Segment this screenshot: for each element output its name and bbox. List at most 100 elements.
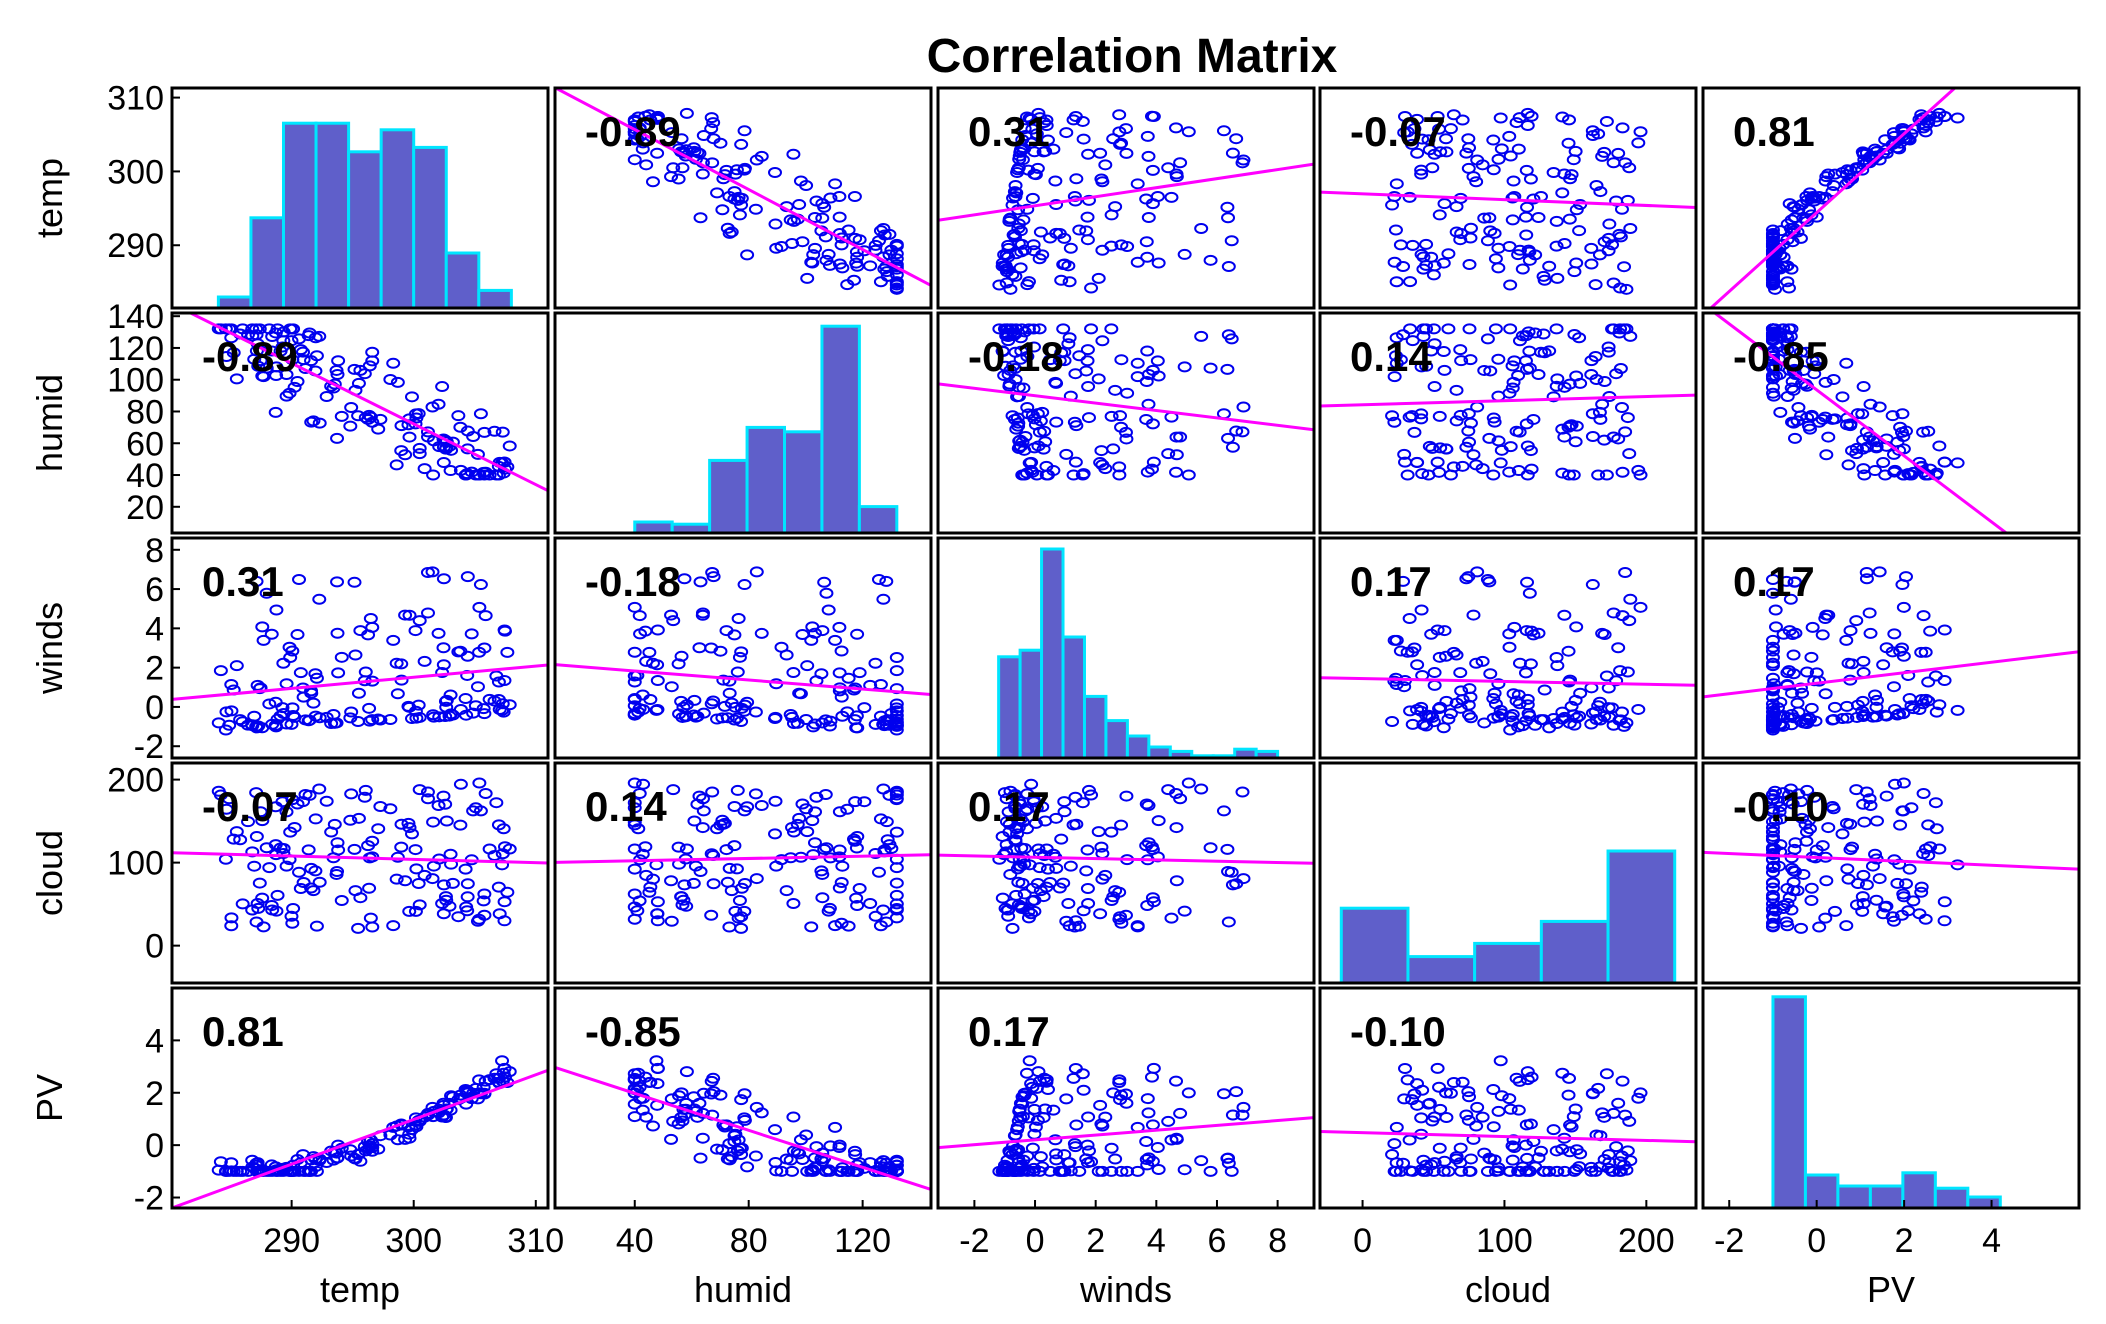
data-point: [460, 878, 475, 890]
hist-bar: [1254, 749, 1280, 758]
data-point: [1765, 719, 1780, 731]
data-point: [822, 720, 837, 732]
data-point: [1482, 432, 1497, 444]
data-point: [1076, 1084, 1091, 1096]
data-point: [1011, 1156, 1026, 1168]
data-point: [889, 698, 904, 710]
data-point: [358, 784, 373, 796]
data-point: [1106, 443, 1121, 455]
data-point: [710, 823, 725, 835]
data-point: [241, 816, 256, 828]
data-point: [627, 154, 642, 166]
data-point: [426, 711, 441, 723]
data-point: [1528, 327, 1543, 339]
data-point: [1588, 351, 1603, 363]
data-point: [502, 1066, 517, 1078]
data-point: [460, 891, 475, 903]
data-point: [389, 873, 404, 885]
data-point: [679, 843, 694, 855]
data-point: [365, 921, 380, 933]
hist-bar: [1406, 955, 1477, 983]
data-point: [1139, 1136, 1154, 1148]
data-point: [1601, 346, 1616, 358]
data-point: [1520, 693, 1535, 705]
data-point: [1020, 279, 1035, 291]
data-point: [1765, 706, 1780, 718]
data-point: [1865, 860, 1880, 872]
data-point: [268, 406, 283, 418]
data-point: [1439, 1087, 1454, 1099]
data-point: [1141, 1107, 1156, 1119]
data-point: [840, 803, 855, 815]
data-point: [1533, 1145, 1548, 1157]
y-tick-label: 4: [145, 1022, 164, 1060]
data-point: [495, 1055, 510, 1067]
data-point: [1385, 1149, 1400, 1161]
data-point: [1013, 146, 1028, 158]
data-point: [1611, 1097, 1626, 1109]
data-point: [639, 1111, 654, 1123]
data-point: [1012, 853, 1027, 865]
data-point: [276, 335, 291, 347]
data-point: [1862, 607, 1877, 619]
data-point: [768, 1156, 783, 1168]
x-tick-label: 2: [1895, 1222, 1914, 1260]
data-point: [492, 908, 507, 920]
x-tick-label: 2: [1086, 1222, 1105, 1260]
data-point: [706, 1086, 721, 1098]
data-point: [1462, 142, 1477, 154]
data-point: [1139, 1154, 1154, 1166]
data-point: [1161, 448, 1176, 460]
data-point: [458, 863, 473, 875]
data-point: [805, 815, 820, 827]
data-point: [411, 877, 426, 889]
data-point: [889, 826, 904, 838]
data-point: [828, 1121, 843, 1133]
data-point: [1425, 442, 1440, 454]
data-point: [1488, 253, 1503, 265]
hist-bar: [412, 145, 448, 308]
x-axis-label: temp: [320, 1269, 400, 1310]
data-point: [1022, 112, 1037, 124]
data-point: [1112, 109, 1127, 121]
data-point: [1032, 862, 1047, 874]
data-point: [822, 902, 837, 914]
data-point: [1028, 1121, 1043, 1133]
correlation-label: -0.18: [585, 558, 681, 605]
data-point: [823, 1140, 838, 1152]
data-point: [235, 716, 250, 728]
data-point: [1502, 1093, 1517, 1105]
data-point: [1597, 629, 1612, 641]
data-point: [1425, 1115, 1440, 1127]
data-point: [1067, 921, 1082, 933]
data-point: [852, 234, 867, 246]
data-point: [688, 860, 703, 872]
data-point: [1895, 408, 1910, 420]
data-point: [412, 784, 427, 796]
data-point: [1502, 466, 1517, 478]
data-point: [1068, 1063, 1083, 1075]
panel-frame: [553, 536, 933, 760]
data-point: [259, 587, 274, 599]
panel-cloud-winds: 0.17: [936, 761, 1316, 985]
data-point: [650, 896, 665, 908]
data-point: [264, 628, 279, 640]
data-point: [863, 897, 878, 909]
data-point: [1441, 1165, 1456, 1177]
data-point: [1564, 700, 1579, 712]
data-point: [1592, 696, 1607, 708]
data-point: [276, 657, 291, 669]
data-point: [1773, 839, 1788, 851]
data-point: [1407, 1088, 1422, 1100]
data-point: [877, 229, 892, 241]
correlation-label: -0.10: [1350, 1008, 1446, 1055]
data-point: [786, 897, 801, 909]
data-point: [472, 469, 487, 481]
data-point: [1859, 441, 1874, 453]
data-point: [834, 232, 849, 244]
data-point: [459, 901, 474, 913]
data-point: [330, 432, 345, 444]
data-point: [1584, 368, 1599, 380]
data-point: [1868, 689, 1883, 701]
data-point: [334, 410, 349, 422]
